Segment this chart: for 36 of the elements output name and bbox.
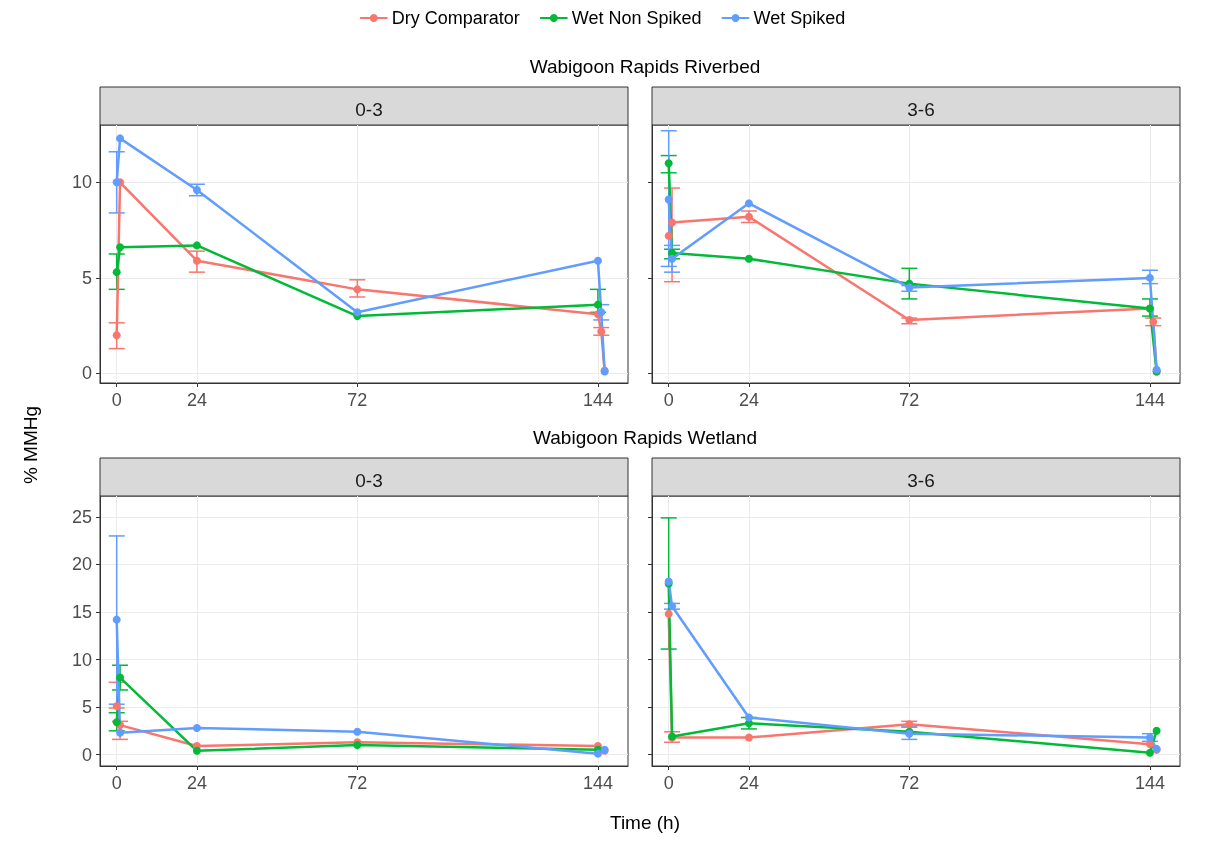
- chart-subtitle: Wabigoon Rapids Wetland: [533, 427, 757, 448]
- x-tick-label: 72: [347, 773, 368, 793]
- x-axis-title: Time (h): [609, 812, 681, 833]
- x-tick-label: 144: [582, 390, 613, 410]
- chart-title: 0-3: [355, 470, 383, 491]
- y-tick-label: 0: [81, 363, 92, 384]
- chart-title: 0-3: [355, 99, 383, 120]
- y-tick-label: 5: [81, 267, 92, 288]
- y-tick-label: 25: [71, 506, 92, 527]
- x-tick-label: 72: [899, 773, 920, 793]
- y-tick-label: 10: [71, 649, 92, 670]
- y-tick-label: 0: [81, 744, 92, 765]
- chart-subtitle: Wabigoon Rapids Riverbed: [529, 56, 761, 77]
- legend-label: Dry Comparator: [391, 8, 520, 28]
- x-tick-label: 24: [738, 773, 759, 793]
- x-tick-label: 24: [186, 390, 207, 410]
- x-tick-label: 0: [663, 773, 674, 793]
- x-tick-label: 144: [1134, 773, 1165, 793]
- x-tick-label: 0: [111, 390, 122, 410]
- x-tick-label: 144: [1134, 390, 1165, 410]
- x-tick-label: 24: [186, 773, 207, 793]
- x-tick-label: 72: [899, 390, 920, 410]
- legend-label: Wet Spiked: [753, 8, 846, 28]
- y-tick-label: 20: [71, 554, 92, 575]
- x-tick-label: 72: [347, 390, 368, 410]
- chart-title: 3-6: [907, 470, 935, 491]
- y-tick-label: 15: [71, 601, 92, 622]
- x-tick-label: 24: [738, 390, 759, 410]
- chart-title: 3-6: [907, 99, 935, 120]
- y-axis-title: % MMHg: [19, 405, 41, 485]
- legend-label: Wet Non Spiked: [571, 8, 702, 28]
- x-tick-label: 0: [111, 773, 122, 793]
- y-tick-label: 5: [81, 697, 92, 718]
- x-tick-label: 0: [663, 390, 674, 410]
- y-tick-label: 10: [71, 172, 92, 193]
- x-tick-label: 144: [582, 773, 613, 793]
